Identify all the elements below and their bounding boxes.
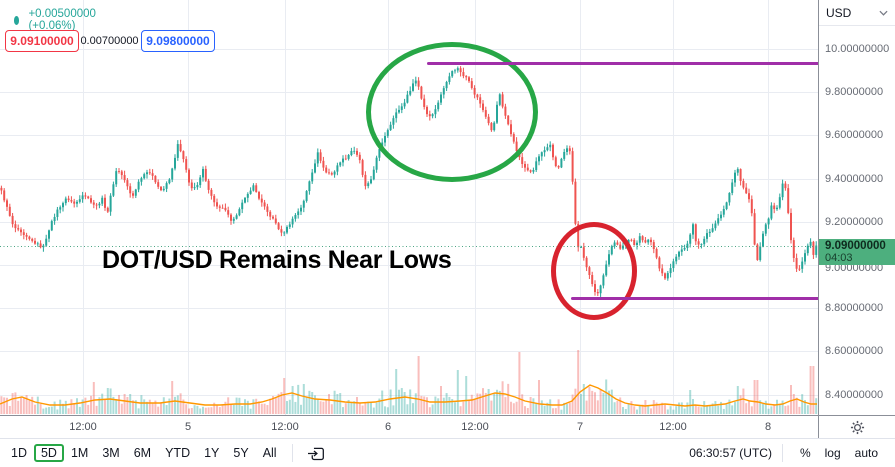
red-ellipse-annotation[interactable] (551, 222, 637, 320)
time-tick-label: 6 (384, 421, 392, 433)
range-button-1d[interactable]: 1D (11, 446, 27, 460)
market-status-dot-icon (14, 15, 20, 25)
time-tick-label: 8 (764, 421, 772, 433)
percent-scale-toggle[interactable]: % (799, 446, 811, 460)
change-row: +0.00500000 (+0.06%) (14, 8, 99, 32)
time-tick-label: 7 (576, 421, 584, 433)
range-button-ytd[interactable]: YTD (165, 446, 191, 460)
price-axis[interactable]: USD 9.00000000 9.09000000 04:03 10.00000… (818, 0, 895, 415)
price-tick-label: 8.60000000 (825, 345, 884, 358)
range-button-3m[interactable]: 3M (102, 446, 120, 460)
time-tick-label: 12:00 (271, 421, 299, 433)
resistance-line-annotation[interactable] (427, 61, 823, 65)
bar-countdown: 04:03 (825, 252, 853, 265)
last-price-value: 9.09000000 (825, 240, 886, 253)
range-button-5y[interactable]: 5Y (233, 446, 249, 460)
time-tick-label: 12:00 (461, 421, 489, 433)
range-buttons: 1D 5D 1M 3M 6M YTD 1Y 5Y All (0, 444, 284, 462)
buy-price-button[interactable]: 9.09800000 (141, 30, 215, 52)
gear-icon (850, 420, 865, 435)
currency-label: USD (826, 5, 852, 20)
go-to-date-icon (307, 447, 324, 460)
time-tick-label: 12:00 (69, 421, 97, 433)
currency-selector[interactable]: USD (819, 0, 895, 26)
time-tick-label: 12:00 (659, 421, 687, 433)
price-tick-label: 8.80000000 (825, 302, 884, 315)
green-ellipse-annotation[interactable] (366, 42, 538, 182)
range-button-1y[interactable]: 1Y (204, 446, 220, 460)
headline-text-annotation[interactable]: DOT/USD Remains Near Lows (102, 246, 452, 274)
chart-settings-button[interactable] (850, 420, 865, 435)
time-tick-label: 5 (184, 421, 192, 433)
time-axis[interactable]: 12:00 5 12:00 6 12:00 7 12:00 8 (0, 415, 895, 439)
go-to-date-button[interactable] (301, 445, 332, 462)
last-price-badge: 9.09000000 04:03 (819, 239, 895, 266)
bottom-toolbar: 1D 5D 1M 3M 6M YTD 1Y 5Y All 06:30:57 (UTC) % log… (0, 438, 895, 467)
sell-price-button[interactable]: 9.09100000 (5, 30, 79, 52)
price-tick-label: 10.00000000 (825, 43, 890, 55)
scale-buttons: % log auto (793, 444, 885, 462)
price-tick-label: 8.40000000 (825, 388, 884, 401)
toolbar-right: 06:30:57 (UTC) % log auto (689, 444, 895, 462)
toolbar-divider (781, 444, 783, 462)
price-tick-label: 9.60000000 (825, 129, 884, 142)
log-scale-toggle[interactable]: log (824, 446, 841, 460)
price-change-text: +0.00500000 (+0.06%) (28, 8, 96, 32)
range-button-5d[interactable]: 5D (33, 444, 64, 462)
price-tick-label: 9.40000000 (825, 172, 884, 185)
price-tick-label: 9.20000000 (825, 215, 884, 228)
axis-corner (818, 416, 895, 439)
spread-value: 0.00700000 (80, 35, 139, 47)
support-line-annotation[interactable] (571, 296, 823, 300)
range-button-6m[interactable]: 6M (133, 446, 152, 460)
range-button-1m[interactable]: 1M (70, 446, 89, 460)
toolbar-divider (291, 444, 293, 462)
auto-scale-toggle[interactable]: auto (854, 446, 878, 460)
chevron-down-icon (879, 10, 888, 16)
price-tick-label: 9.80000000 (825, 86, 884, 99)
clock-label[interactable]: 06:30:57 (UTC) (689, 446, 772, 460)
range-button-all[interactable]: All (262, 446, 277, 460)
